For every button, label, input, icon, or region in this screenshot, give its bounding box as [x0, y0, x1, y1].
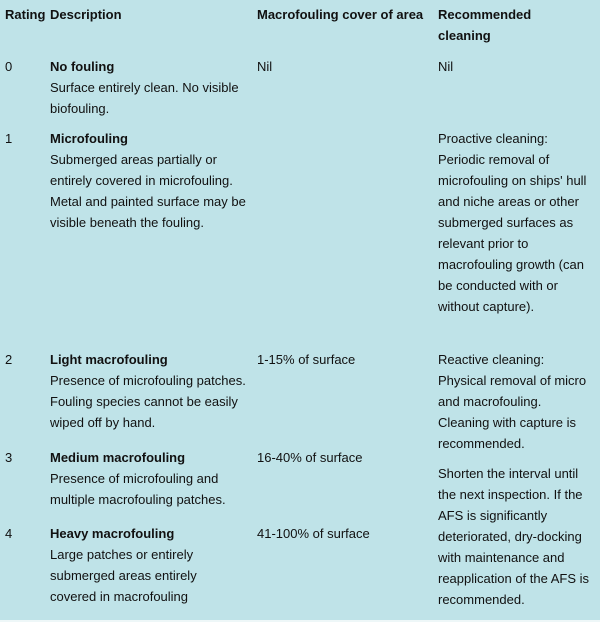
- cleaning: Proactive cleaning: Periodic removal of …: [438, 131, 587, 314]
- rating: 0: [5, 59, 13, 74]
- fouling-name: Heavy macrofouling: [50, 526, 175, 541]
- cover: 16-40% of surface: [257, 450, 363, 465]
- description: Presence of microfouling patches. Foulin…: [50, 373, 246, 430]
- fouling-name: No fouling: [50, 59, 115, 74]
- description: Surface entirely clean. No visible biofo…: [50, 80, 239, 116]
- description: Presence of microfouling and multiple ma…: [50, 471, 226, 507]
- cover: 41-100% of surface: [257, 526, 370, 541]
- description: Submerged areas partially or entirely co…: [50, 152, 246, 230]
- cover: Nil: [257, 59, 273, 74]
- cleaning: Nil: [438, 59, 454, 74]
- rating: 2: [5, 352, 13, 367]
- rating: 4: [5, 526, 13, 541]
- cover: 1-15% of surface: [257, 352, 356, 367]
- rating: 1: [5, 131, 13, 146]
- header-cell: Recommended cleaning: [438, 7, 532, 43]
- description: Large patches or entirely submerged area…: [50, 547, 197, 604]
- cleaning: Shorten the interval until the next insp…: [438, 466, 590, 607]
- fouling-name: Light macrofouling: [50, 352, 168, 367]
- fouling-name: Microfouling: [50, 131, 128, 146]
- header-cell: Macrofouling cover of area: [257, 7, 424, 22]
- cleaning: Reactive cleaning: Physical removal of m…: [438, 352, 587, 451]
- rating: 3: [5, 450, 13, 465]
- header-cell: Description: [50, 7, 122, 22]
- header-cell: Rating: [5, 7, 46, 22]
- fouling-name: Medium macrofouling: [50, 450, 186, 465]
